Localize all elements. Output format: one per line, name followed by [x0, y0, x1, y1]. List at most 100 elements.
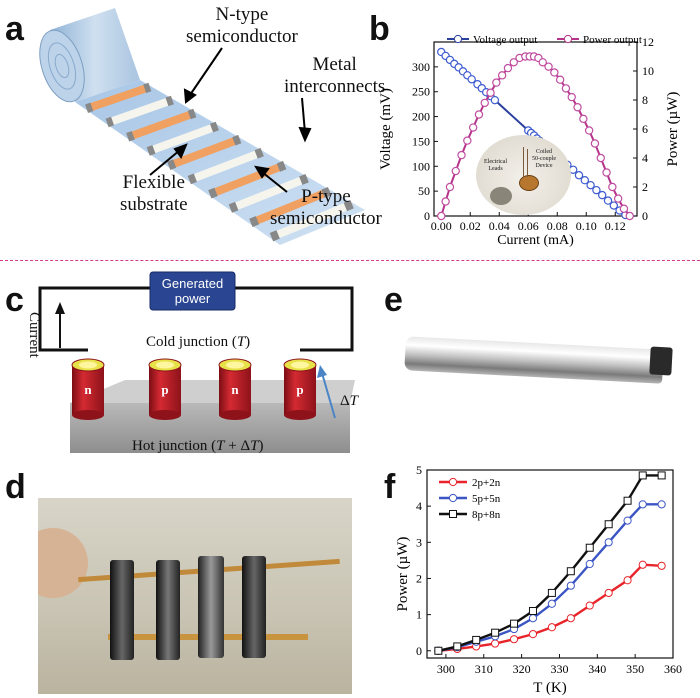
metal-pad — [85, 102, 94, 113]
label-metal-interconnects: Metal interconnects — [284, 54, 386, 97]
metal-pad — [321, 186, 332, 198]
leg-p — [109, 97, 170, 126]
cold-junction-label: Cold junction (T) — [146, 334, 251, 350]
data-point — [603, 196, 613, 205]
data-point — [657, 561, 666, 570]
legend-entry: Power output — [583, 34, 642, 46]
data-point — [623, 576, 632, 585]
data-point — [566, 581, 575, 590]
tube-leg-p — [284, 365, 316, 415]
data-point — [538, 58, 547, 67]
metal-pad — [143, 82, 152, 94]
y2-tick-label: 10 — [642, 64, 654, 78]
y-tick-label: 200 — [412, 110, 430, 124]
data-point — [590, 139, 600, 148]
plot-frame — [426, 469, 674, 659]
metal-pad — [187, 173, 197, 185]
y2-tick-label: 6 — [642, 122, 648, 136]
y2-tick-label: 2 — [642, 180, 648, 194]
data-point — [623, 496, 632, 505]
y2-tick-label: 12 — [642, 35, 654, 49]
label-n-type: N-type semiconductor — [186, 4, 298, 47]
legend-marker — [453, 34, 463, 44]
data-point — [585, 601, 594, 610]
panel-label-e: e — [384, 281, 403, 319]
coiled-device-photo — [519, 175, 539, 191]
data-point — [468, 123, 478, 132]
leg-p — [274, 202, 349, 239]
data-point — [441, 197, 450, 206]
section-divider — [0, 260, 700, 261]
data-point — [503, 63, 513, 73]
x-axis-label: Current (mA) — [497, 233, 574, 248]
y-axis-label: Power (µW) — [395, 537, 411, 612]
data-point — [434, 646, 443, 655]
y-tick-label: 5 — [416, 463, 422, 477]
data-point — [491, 639, 500, 648]
legend-marker — [449, 510, 457, 518]
legend-entry: Voltage output — [473, 34, 537, 46]
data-point — [467, 75, 476, 84]
data-point — [437, 211, 446, 221]
hot-junction-block — [70, 403, 350, 453]
leg-4 — [242, 556, 266, 658]
x-tick-label: 0.00 — [431, 219, 452, 233]
device-end-cap — [649, 346, 673, 376]
data-point — [608, 182, 617, 192]
data-point — [638, 560, 647, 569]
y2-axis-label: Power (µW) — [665, 92, 681, 167]
data-point — [566, 567, 575, 576]
data-point — [555, 75, 565, 84]
tube-label-p: p — [161, 382, 168, 397]
data-point — [486, 88, 495, 97]
label-p-type: P-type semiconductor — [270, 186, 382, 229]
y2-tick-label: 4 — [642, 151, 648, 165]
leg-n — [171, 136, 237, 168]
data-point — [604, 588, 613, 598]
tube-label-p: p — [296, 382, 303, 397]
y-tick-label: 0 — [424, 209, 430, 223]
y-tick-label: 250 — [412, 85, 430, 99]
y-tick-label: 50 — [418, 184, 430, 198]
data-point — [574, 171, 584, 180]
data-point — [491, 628, 500, 637]
data-point — [457, 150, 466, 160]
panel-d-photo — [38, 498, 352, 694]
chart-f: 300 310 320 330 340 350 360 0 1 2 3 4 5 T (K) Power (µ… — [395, 463, 682, 696]
y-tick-label: 1 — [416, 608, 422, 622]
inset-photo: Electrical Leads Coiled 50-couple Device — [476, 135, 571, 215]
metal-pad — [165, 95, 174, 107]
metal-pad — [105, 116, 115, 128]
leg-n — [254, 189, 327, 225]
data-point — [547, 623, 556, 632]
x-tick-label: 300 — [437, 662, 455, 676]
data-point — [609, 201, 618, 210]
x-tick-label: 0.08 — [547, 219, 568, 233]
data-point — [585, 559, 594, 569]
panel-label-a: a — [5, 10, 24, 48]
leg-1 — [110, 560, 134, 660]
metal-pad — [228, 201, 239, 213]
data-point — [528, 630, 538, 639]
data-point — [547, 599, 556, 608]
data-point — [480, 98, 489, 108]
data-point — [604, 520, 613, 529]
panel-label-f: f — [384, 468, 396, 506]
data-point — [453, 642, 462, 651]
legend-marker — [563, 34, 573, 44]
x-tick-label: 330 — [550, 662, 568, 676]
metal-pad — [146, 145, 156, 156]
y-tick-label: 100 — [412, 159, 430, 173]
x-tick-label: 0.10 — [576, 219, 597, 233]
data-point — [580, 176, 589, 185]
y-tick-label: 300 — [412, 60, 430, 74]
data-point — [451, 166, 460, 176]
data-point — [547, 588, 556, 597]
metal-pad — [269, 230, 280, 242]
inset-label-device: Coiled 50-couple Device — [532, 149, 556, 169]
data-point — [657, 471, 666, 480]
metal-pad — [187, 108, 197, 120]
data-point — [586, 180, 595, 190]
x-tick-label: 0.04 — [489, 219, 510, 233]
